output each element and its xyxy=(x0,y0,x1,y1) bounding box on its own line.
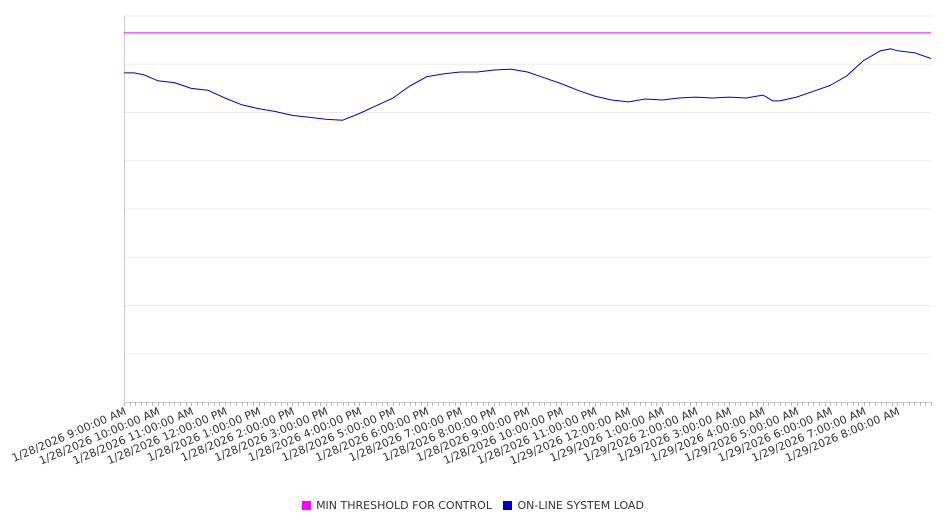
axes xyxy=(124,16,931,403)
legend-label-system-load: ON-LINE SYSTEM LOAD xyxy=(517,499,644,512)
x-axis-tick-labels: 1/28/2026 9:00:00 AM1/28/2026 10:00:00 A… xyxy=(10,405,902,468)
legend-swatch-system-load xyxy=(503,501,513,510)
legend-item-threshold: MIN THRESHOLD FOR CONTROL xyxy=(302,499,492,512)
gridlines xyxy=(124,15,931,355)
legend: MIN THRESHOLD FOR CONTROL ON-LINE SYSTEM… xyxy=(0,499,946,512)
legend-swatch-threshold xyxy=(302,501,312,510)
legend-item-system-load: ON-LINE SYSTEM LOAD xyxy=(503,499,644,512)
series-lines xyxy=(124,32,932,121)
x-axis-ticks xyxy=(124,402,932,406)
legend-label-threshold: MIN THRESHOLD FOR CONTROL xyxy=(316,499,492,512)
series-line-1 xyxy=(124,48,932,121)
